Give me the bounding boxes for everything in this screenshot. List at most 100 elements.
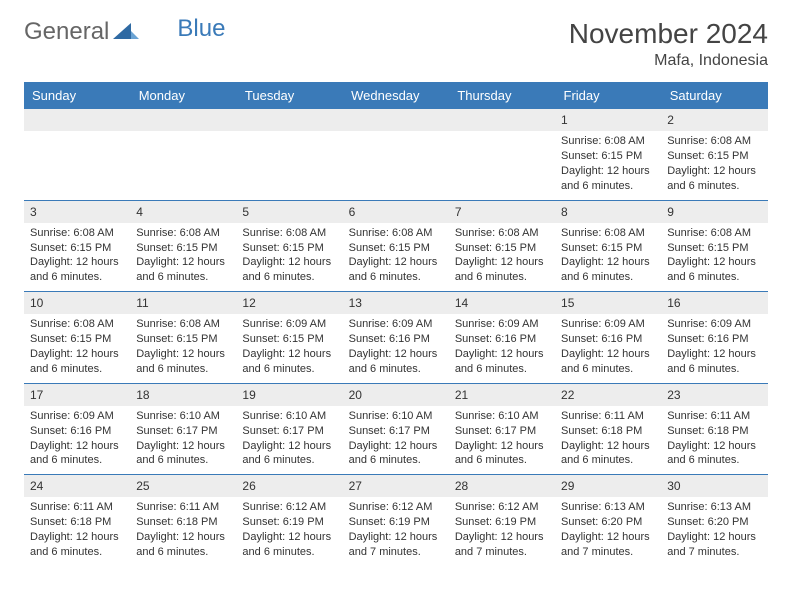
sunset-text: Sunset: 6:15 PM (455, 241, 549, 256)
sunrise-text: Sunrise: 6:10 AM (349, 409, 443, 424)
day-number: 26 (236, 475, 342, 497)
calendar-day-cell: 14Sunrise: 6:09 AMSunset: 6:16 PMDayligh… (449, 292, 555, 384)
sunrise-text: Sunrise: 6:10 AM (242, 409, 336, 424)
sunrise-text: Sunrise: 6:09 AM (667, 317, 761, 332)
sunrise-text: Sunrise: 6:08 AM (349, 226, 443, 241)
daylight-text: Daylight: 12 hours and 6 minutes. (136, 439, 230, 469)
daylight-text: Daylight: 12 hours and 7 minutes. (349, 530, 443, 560)
calendar-day-cell: 8Sunrise: 6:08 AMSunset: 6:15 PMDaylight… (555, 200, 661, 292)
calendar-day-cell: 21Sunrise: 6:10 AMSunset: 6:17 PMDayligh… (449, 383, 555, 475)
sunset-text: Sunset: 6:15 PM (136, 332, 230, 347)
daylight-text: Daylight: 12 hours and 6 minutes. (242, 439, 336, 469)
calendar-day-cell: 24Sunrise: 6:11 AMSunset: 6:18 PMDayligh… (24, 475, 130, 566)
sunset-text: Sunset: 6:17 PM (455, 424, 549, 439)
calendar-day-cell: 3Sunrise: 6:08 AMSunset: 6:15 PMDaylight… (24, 200, 130, 292)
sunset-text: Sunset: 6:17 PM (242, 424, 336, 439)
calendar-body: 1Sunrise: 6:08 AMSunset: 6:15 PMDaylight… (24, 109, 768, 566)
sunset-text: Sunset: 6:16 PM (667, 332, 761, 347)
day-number: 21 (449, 384, 555, 406)
day-number: 20 (343, 384, 449, 406)
sunset-text: Sunset: 6:20 PM (667, 515, 761, 530)
weekday-header: Saturday (661, 82, 767, 109)
sunset-text: Sunset: 6:16 PM (455, 332, 549, 347)
daylight-text: Daylight: 12 hours and 6 minutes. (242, 530, 336, 560)
daylight-text: Daylight: 12 hours and 6 minutes. (349, 439, 443, 469)
sunset-text: Sunset: 6:15 PM (667, 241, 761, 256)
calendar-day-cell: 15 Sunrise: 6:09 AMSunset: 6:16 PMDayligh… (555, 292, 661, 384)
sunrise-text: Sunrise: 6:10 AM (455, 409, 549, 424)
sunset-text: Sunset: 6:18 PM (30, 515, 124, 530)
calendar-day-cell: 22Sunrise: 6:11 AMSunset: 6:18 PMDayligh… (555, 383, 661, 475)
weekday-header: Wednesday (343, 82, 449, 109)
page-header: General Blue November 2024 Mafa, Indones… (24, 18, 768, 70)
weekday-header: Monday (130, 82, 236, 109)
calendar-day-cell: 16Sunrise: 6:09 AMSunset: 6:16 PMDayligh… (661, 292, 767, 384)
daylight-text: Daylight: 12 hours and 7 minutes. (667, 530, 761, 560)
calendar-week-row: 24Sunrise: 6:11 AMSunset: 6:18 PMDayligh… (24, 475, 768, 566)
daylight-text: Daylight: 12 hours and 6 minutes. (667, 439, 761, 469)
brand-part2: Blue (177, 15, 225, 43)
calendar-day-cell: 5Sunrise: 6:08 AMSunset: 6:15 PMDaylight… (236, 200, 342, 292)
calendar-day-cell: 18Sunrise: 6:10 AMSunset: 6:17 PMDayligh… (130, 383, 236, 475)
weekday-header: Friday (555, 82, 661, 109)
day-number: 12 (236, 292, 342, 314)
calendar-day-cell: 29Sunrise: 6:13 AMSunset: 6:20 PMDayligh… (555, 475, 661, 566)
sunrise-text: Sunrise: 6:08 AM (667, 134, 761, 149)
sunset-text: Sunset: 6:18 PM (136, 515, 230, 530)
calendar-week-row: 17Sunrise: 6:09 AMSunset: 6:16 PMDayligh… (24, 383, 768, 475)
sunrise-text: Sunrise: 6:13 AM (561, 500, 655, 515)
day-number: 19 (236, 384, 342, 406)
sunset-text: Sunset: 6:15 PM (136, 241, 230, 256)
day-number: 7 (449, 201, 555, 223)
sunset-text: Sunset: 6:15 PM (667, 149, 761, 164)
daylight-text: Daylight: 12 hours and 6 minutes. (561, 164, 655, 194)
daylight-text: Daylight: 12 hours and 6 minutes. (561, 255, 655, 285)
calendar-day-cell: 11Sunrise: 6:08 AMSunset: 6:15 PMDayligh… (130, 292, 236, 384)
daylight-text: Daylight: 12 hours and 6 minutes. (30, 530, 124, 560)
daylight-text: Daylight: 12 hours and 6 minutes. (349, 347, 443, 377)
sunrise-text: Sunrise: 6:09 AM (30, 409, 124, 424)
calendar-day-cell: 7Sunrise: 6:08 AMSunset: 6:15 PMDaylight… (449, 200, 555, 292)
sunset-text: Sunset: 6:19 PM (349, 515, 443, 530)
location-label: Mafa, Indonesia (569, 52, 768, 70)
calendar-day-cell: 30Sunrise: 6:13 AMSunset: 6:20 PMDayligh… (661, 475, 767, 566)
brand-part1: General (24, 18, 109, 46)
calendar-week-row: 10Sunrise: 6:08 AMSunset: 6:15 PMDayligh… (24, 292, 768, 384)
day-number: 29 (555, 475, 661, 497)
calendar-day-cell: 13Sunrise: 6:09 AMSunset: 6:16 PMDayligh… (343, 292, 449, 384)
day-number: 23 (661, 384, 767, 406)
sunrise-text: Sunrise: 6:09 AM (349, 317, 443, 332)
calendar-day-cell: 1Sunrise: 6:08 AMSunset: 6:15 PMDaylight… (555, 109, 661, 200)
weekday-header: Sunday (24, 82, 130, 109)
day-number: 15 (555, 292, 661, 314)
calendar-day-cell: 28Sunrise: 6:12 AMSunset: 6:19 PMDayligh… (449, 475, 555, 566)
sunrise-text: Sunrise: 6:11 AM (30, 500, 124, 515)
day-number: 22 (555, 384, 661, 406)
sunset-text: Sunset: 6:17 PM (349, 424, 443, 439)
sunrise-text: Sunrise: 6:08 AM (455, 226, 549, 241)
sunrise-text: Sunrise: 6:08 AM (667, 226, 761, 241)
month-title: November 2024 (569, 18, 768, 50)
day-number: 28 (449, 475, 555, 497)
sunrise-text: Sunrise: 6:08 AM (561, 226, 655, 241)
calendar-day-cell: 23Sunrise: 6:11 AMSunset: 6:18 PMDayligh… (661, 383, 767, 475)
sunset-text: Sunset: 6:16 PM (561, 332, 655, 347)
sunrise-text: Sunrise: 6:09 AM (561, 317, 655, 332)
calendar-day-cell: 12Sunrise: 6:09 AMSunset: 6:15 PMDayligh… (236, 292, 342, 384)
calendar-day-cell (24, 109, 130, 200)
sunset-text: Sunset: 6:17 PM (136, 424, 230, 439)
sunset-text: Sunset: 6:19 PM (455, 515, 549, 530)
brand-mark-icon (113, 18, 139, 46)
calendar-day-cell: 20 Sunrise: 6:10 AMSunset: 6:17 PMDayligh… (343, 383, 449, 475)
day-number: 25 (130, 475, 236, 497)
day-number: 2 (661, 109, 767, 131)
daylight-text: Daylight: 12 hours and 6 minutes. (561, 347, 655, 377)
calendar-day-cell (236, 109, 342, 200)
sunset-text: Sunset: 6:18 PM (561, 424, 655, 439)
sunset-text: Sunset: 6:15 PM (349, 241, 443, 256)
calendar-table: SundayMondayTuesdayWednesdayThursdayFrid… (24, 82, 768, 566)
sunrise-text: Sunrise: 6:08 AM (561, 134, 655, 149)
sunrise-text: Sunrise: 6:13 AM (667, 500, 761, 515)
daylight-text: Daylight: 12 hours and 6 minutes. (667, 347, 761, 377)
sunset-text: Sunset: 6:15 PM (30, 332, 124, 347)
